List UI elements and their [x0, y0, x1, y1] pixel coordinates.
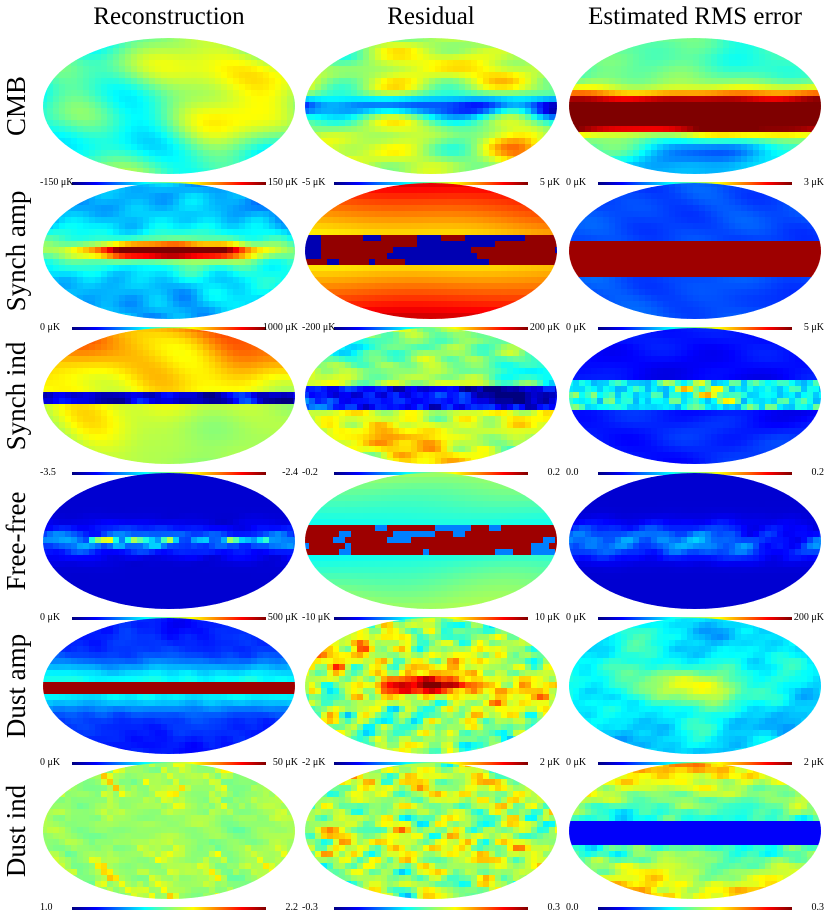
column-title-2: Residual [302, 2, 560, 32]
sky-map-cmb [41, 36, 297, 176]
column-title-3: Estimated RMS error [566, 2, 824, 32]
sky-map-dustindrms [567, 761, 823, 901]
row-label-1: CMB [0, 31, 34, 181]
row-label-2: Synch amp [0, 176, 34, 326]
sky-map-synindrms [567, 326, 823, 466]
sky-map-ffrms [567, 471, 823, 611]
colorbar-min-label: 0.0 [566, 901, 579, 915]
colorbar-dustind: 1.0 2.2 [40, 901, 298, 915]
row-label-6: Dust ind [0, 756, 34, 906]
colorbar-max-label: 2.2 [286, 901, 299, 915]
colorbar-dustindres: -0.3 0.3 [302, 901, 560, 915]
sky-map-cmbrms [567, 36, 823, 176]
colorbar-dustindrms: 0.0 0.3 [566, 901, 824, 915]
sky-map-dustind [41, 761, 297, 901]
sky-map-synres [303, 181, 559, 321]
colorbar-min-label: -0.3 [302, 901, 318, 915]
colorbar-min-label: 1.0 [40, 901, 53, 915]
colorbar-max-label: 0.3 [812, 901, 825, 915]
sky-map-synamp [41, 181, 297, 321]
sky-map-dustrms [567, 616, 823, 756]
sky-map-dustamp [41, 616, 297, 756]
colorbar-gradient [72, 907, 266, 910]
sky-map-synrms [567, 181, 823, 321]
column-title-1: Reconstruction [40, 2, 298, 32]
row-label-5: Dust amp [0, 611, 34, 761]
sky-map-synindres [303, 326, 559, 466]
sky-map-dustres [303, 616, 559, 756]
sky-map-ffres [303, 471, 559, 611]
colorbar-gradient [598, 907, 792, 910]
sky-map-dustindres [303, 761, 559, 901]
sky-map-synind [41, 326, 297, 466]
sky-map-ff [41, 471, 297, 611]
row-label-3: Synch ind [0, 321, 34, 471]
sky-map-cmbres [303, 36, 559, 176]
colorbar-max-label: 0.3 [548, 901, 561, 915]
row-label-4: Free-free [0, 466, 34, 616]
colorbar-gradient [334, 907, 528, 910]
